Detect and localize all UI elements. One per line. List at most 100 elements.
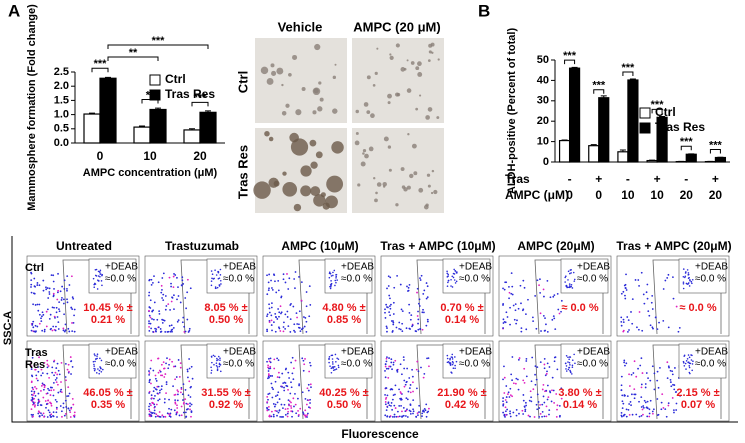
event [35,374,38,377]
cell-cluster [418,187,424,193]
event [546,330,549,333]
event [168,363,170,366]
inset-label: +DEAB [341,262,374,273]
inset-event [98,372,100,375]
event [427,357,430,360]
event [385,409,388,412]
event [509,415,512,418]
significance-label: *** [621,62,635,74]
event [168,324,171,327]
event [148,309,150,312]
cell-cluster [373,177,376,180]
cell-cluster [388,168,392,172]
event [527,298,529,301]
event [55,306,58,309]
event [516,378,519,381]
event [420,274,423,277]
inset-event [329,272,332,275]
inset-event [454,356,456,358]
event [288,404,290,407]
event [183,401,185,404]
event [40,317,42,320]
event [273,273,275,276]
event [56,316,59,318]
event [426,318,429,321]
inset-event [565,370,568,372]
event [189,287,192,290]
event [36,282,39,284]
event [164,373,167,375]
event [411,324,414,327]
event [287,371,290,374]
cell-cluster [374,71,378,75]
event [309,304,312,306]
event [531,316,534,319]
event [30,368,33,370]
event [160,291,163,294]
inset-event [214,269,216,271]
event [173,308,175,310]
event [293,278,296,280]
event [72,403,75,406]
event [408,409,411,412]
inset-event [219,279,222,282]
inset-event [330,285,332,288]
inset-event [687,274,690,276]
inset-event [95,268,98,271]
event [522,399,525,402]
bar [646,159,658,163]
event [558,312,561,315]
event [290,405,292,407]
inset-event [334,368,336,371]
event [549,391,552,394]
event [556,408,558,411]
event [508,396,511,398]
event [533,416,536,418]
event [297,323,300,326]
event [184,411,187,414]
event [384,403,387,406]
event [66,301,69,304]
event [305,305,308,308]
event [58,308,60,311]
event [69,411,72,414]
event [546,370,548,373]
event [31,398,34,401]
inset-event [97,368,99,370]
event [66,298,68,301]
event [277,308,280,310]
event [65,406,68,408]
event [272,415,275,418]
event [417,328,420,331]
event [30,362,32,364]
event [416,412,419,415]
inset-event [564,276,567,279]
event [400,392,403,395]
event [669,381,672,384]
event [47,297,50,299]
event [46,308,49,311]
event [148,408,150,411]
event [57,289,60,292]
event [48,376,50,379]
cell-cluster [403,187,408,192]
event [408,283,411,286]
event [288,277,291,280]
event [643,399,646,402]
bar [568,67,581,163]
event [388,311,391,314]
event [384,414,387,417]
inset-event [570,283,573,286]
bar [598,97,610,163]
cell-cluster [423,204,429,210]
inset-plot [324,343,373,379]
event [392,394,395,397]
event [153,301,156,304]
event [409,318,412,321]
event [555,415,558,418]
event [55,311,58,314]
event [386,327,388,329]
event [55,377,58,379]
event [514,382,517,385]
event [645,372,648,374]
